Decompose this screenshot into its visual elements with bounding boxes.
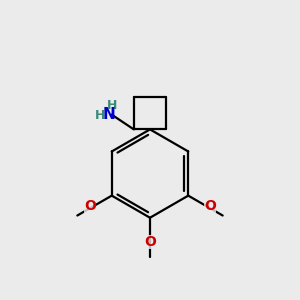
Text: H: H	[107, 99, 118, 112]
Text: O: O	[144, 235, 156, 249]
Text: O: O	[84, 199, 96, 213]
Text: O: O	[204, 199, 216, 213]
Text: N: N	[102, 107, 115, 122]
Text: H: H	[95, 109, 105, 122]
